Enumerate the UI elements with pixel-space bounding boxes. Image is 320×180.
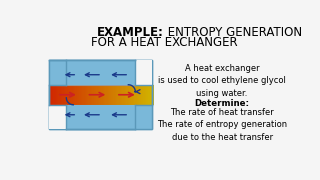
Bar xyxy=(145,85,146,105)
Bar xyxy=(86,85,87,105)
Bar xyxy=(125,85,127,105)
Bar xyxy=(62,85,64,105)
Bar xyxy=(99,85,100,105)
Bar xyxy=(53,85,55,105)
Bar xyxy=(81,85,82,105)
Bar xyxy=(150,85,151,105)
Bar xyxy=(66,60,135,85)
Bar xyxy=(60,85,61,105)
Bar xyxy=(88,85,90,105)
Bar xyxy=(143,85,145,105)
Text: FOR A HEAT EXCHANGER: FOR A HEAT EXCHANGER xyxy=(91,36,237,49)
Text: The rate of heat transfer
The rate of entropy generation
due to the heat transfe: The rate of heat transfer The rate of en… xyxy=(157,108,287,142)
Bar xyxy=(76,85,77,105)
Text: A heat exchanger
is used to cool ethylene glycol
using water.: A heat exchanger is used to cool ethylen… xyxy=(158,64,286,98)
Bar xyxy=(94,85,95,105)
Bar xyxy=(64,85,65,105)
Bar xyxy=(54,85,56,105)
Bar xyxy=(51,85,52,105)
Bar xyxy=(74,85,76,105)
Bar xyxy=(95,85,97,105)
Bar xyxy=(101,85,103,105)
Bar xyxy=(109,85,111,105)
Bar xyxy=(134,85,136,105)
Bar xyxy=(49,60,152,129)
Bar xyxy=(117,85,119,105)
Bar xyxy=(90,85,92,105)
Bar xyxy=(108,85,110,105)
Bar xyxy=(116,85,117,105)
Bar xyxy=(132,85,133,105)
Bar xyxy=(57,85,59,105)
Bar xyxy=(115,85,116,105)
Bar xyxy=(92,85,94,105)
Bar xyxy=(84,85,86,105)
Text: Determine:: Determine: xyxy=(195,99,250,108)
Bar xyxy=(151,85,153,105)
Bar xyxy=(121,85,123,105)
Text: ENTROPY GENERATION: ENTROPY GENERATION xyxy=(164,26,302,39)
Bar xyxy=(120,85,121,105)
Bar xyxy=(49,60,152,129)
Bar xyxy=(70,85,72,105)
Bar xyxy=(129,85,131,105)
Bar xyxy=(49,85,152,105)
Bar xyxy=(138,85,140,105)
Bar xyxy=(66,85,68,105)
Bar xyxy=(118,85,120,105)
Bar xyxy=(100,85,102,105)
Bar xyxy=(65,85,67,105)
Bar xyxy=(49,60,152,85)
Bar xyxy=(103,85,104,105)
Bar xyxy=(61,85,63,105)
Bar xyxy=(135,85,137,105)
Bar xyxy=(71,85,73,105)
Bar xyxy=(135,60,152,85)
Text: EXAMPLE:: EXAMPLE: xyxy=(97,26,164,39)
Bar xyxy=(59,85,60,105)
Bar xyxy=(49,105,152,129)
Bar xyxy=(52,85,53,105)
Bar xyxy=(152,85,154,105)
Bar xyxy=(98,85,99,105)
Bar xyxy=(137,85,138,105)
Bar xyxy=(73,85,75,105)
Bar xyxy=(128,85,129,105)
Bar xyxy=(68,85,69,105)
Bar xyxy=(77,85,78,105)
Bar xyxy=(79,85,81,105)
Bar xyxy=(56,85,58,105)
Bar xyxy=(78,85,80,105)
Bar xyxy=(133,85,134,105)
Bar xyxy=(49,105,66,129)
Bar xyxy=(105,85,107,105)
Bar xyxy=(142,85,144,105)
Bar xyxy=(104,85,106,105)
Bar xyxy=(139,85,141,105)
Bar xyxy=(146,85,148,105)
Bar xyxy=(87,85,89,105)
Bar xyxy=(140,85,142,105)
Bar xyxy=(122,85,124,105)
Bar xyxy=(91,85,93,105)
Bar xyxy=(82,85,84,105)
Bar xyxy=(83,85,85,105)
Bar xyxy=(148,85,150,105)
Bar xyxy=(124,85,125,105)
Bar xyxy=(126,85,128,105)
Bar xyxy=(96,85,98,105)
Bar xyxy=(111,85,112,105)
Bar xyxy=(69,85,70,105)
Bar xyxy=(66,105,135,129)
Bar xyxy=(107,85,108,105)
Bar xyxy=(147,85,149,105)
Bar xyxy=(130,85,132,105)
Bar xyxy=(49,85,51,105)
Bar xyxy=(113,85,115,105)
Bar xyxy=(112,85,114,105)
